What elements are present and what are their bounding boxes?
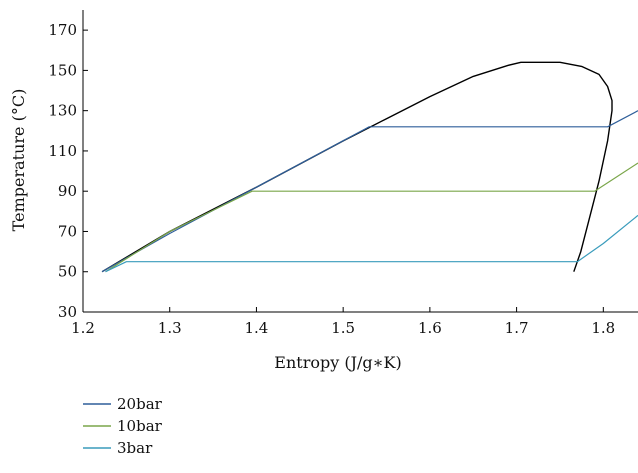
y-tick-label: 170 [48, 21, 77, 39]
series-layer [102, 62, 638, 271]
saturation-dome-line [102, 62, 612, 271]
x-tick-label: 1.8 [591, 319, 615, 337]
x-axis-title: Entropy (J/g∗K) [274, 353, 401, 372]
y-tick-label: 70 [58, 222, 77, 240]
legend-label: 20bar [117, 395, 163, 413]
y-tick-label: 150 [48, 61, 77, 79]
x-tick-label: 1.6 [418, 319, 442, 337]
x-tick-label: 1.3 [158, 319, 182, 337]
y-tick-label: 110 [48, 142, 77, 160]
y-axis-title: Temperature (°C) [9, 89, 28, 232]
x-tick-label: 1.7 [505, 319, 529, 337]
y-tick-label: 130 [48, 102, 77, 120]
legend-label: 10bar [117, 417, 163, 435]
x-tick-label: 1.2 [71, 319, 95, 337]
plot-frame [83, 10, 638, 312]
x-tick-label: 1.4 [245, 319, 269, 337]
series-line-10bar [106, 163, 638, 272]
x-tick-label: 1.5 [331, 319, 355, 337]
y-axis: 30 50 70 90 110 130 150 170 [48, 21, 88, 321]
legend: 20bar 10bar 3bar [83, 395, 163, 457]
y-tick-label: 50 [58, 263, 77, 281]
y-tick-label: 90 [58, 182, 77, 200]
legend-label: 3bar [117, 439, 153, 457]
y-tick-label: 30 [58, 303, 77, 321]
